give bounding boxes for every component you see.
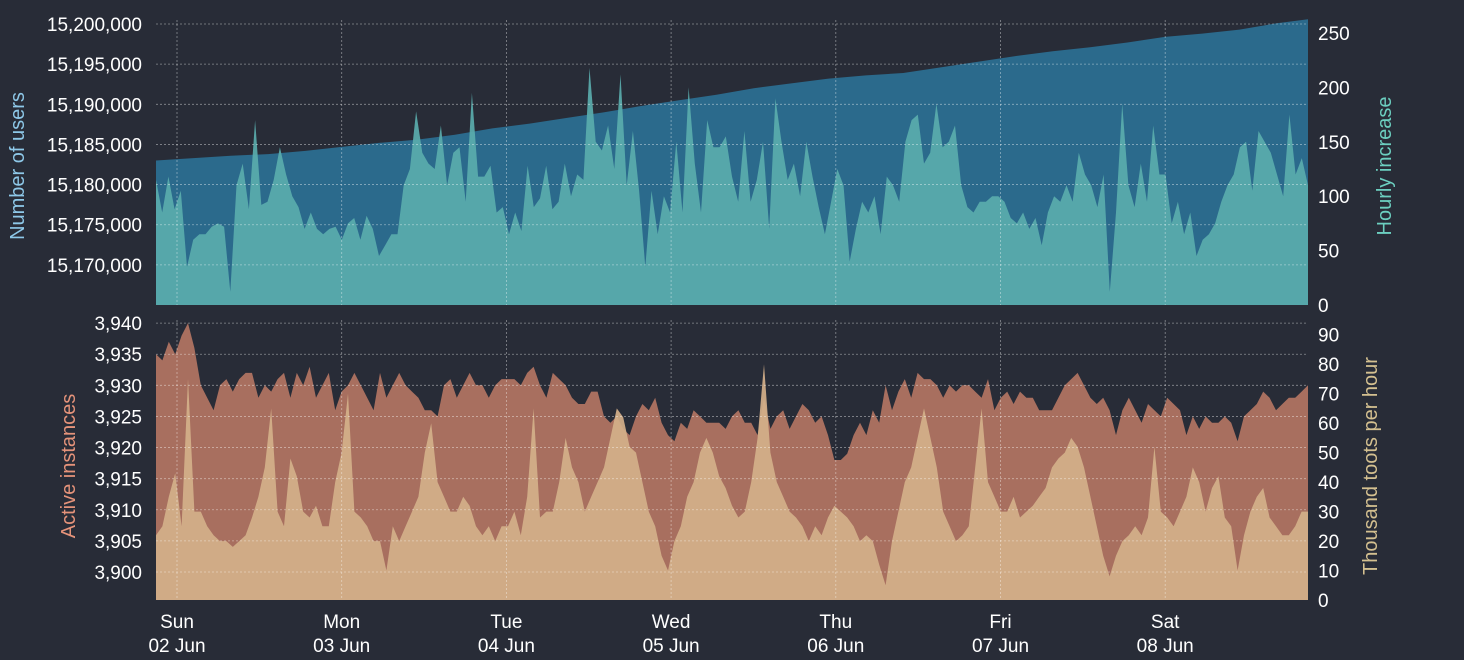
axis-tick-label: 50	[1318, 444, 1339, 465]
instances-panel: 3,900 3,905 3,910 3,915 3,920 3,925 3,930 3,935…	[58, 314, 1382, 612]
x-tick-day: Sat	[1151, 612, 1180, 633]
axis-tick-label: 3,920	[94, 439, 142, 460]
hourly-increase-axis-label: Hourly increase	[1374, 97, 1396, 236]
axis-tick-label: 250	[1318, 24, 1350, 45]
hourly-increase-area	[156, 67, 1308, 306]
axis-tick-label: 15,175,000	[47, 216, 142, 237]
users-axis-ticks: 15,170,000 15,175,000 15,180,000 15,185,000…	[47, 15, 142, 277]
axis-tick-label: 150	[1318, 133, 1350, 154]
toots-axis-label: Thousand toots per hour	[1360, 357, 1382, 575]
axis-tick-label: 70	[1318, 385, 1339, 406]
axis-tick-label: 3,905	[94, 532, 142, 553]
axis-tick-label: 100	[1318, 187, 1350, 208]
axis-tick-label: 80	[1318, 355, 1339, 376]
instances-axis-ticks: 3,900 3,905 3,910 3,915 3,920 3,925 3,930 3,935…	[94, 314, 142, 584]
x-tick-date: 04 Jun	[478, 636, 535, 657]
toots-axis-ticks: 0 10 20 30 40 50 60 70 80 90	[1318, 326, 1339, 612]
x-tick-day: Fri	[989, 612, 1011, 633]
axis-tick-label: 3,910	[94, 501, 142, 522]
x-tick-date: 05 Jun	[643, 636, 700, 657]
axis-tick-label: 15,195,000	[47, 55, 142, 76]
axis-tick-label: 15,190,000	[47, 95, 142, 116]
axis-tick-label: 15,200,000	[47, 15, 142, 36]
axis-tick-label: 3,925	[94, 407, 142, 428]
axis-tick-label: 90	[1318, 326, 1339, 347]
users-axis-label: Number of users	[7, 92, 29, 240]
x-tick-date: 06 Jun	[807, 636, 864, 657]
axis-tick-label: 3,900	[94, 563, 142, 584]
axis-tick-label: 0	[1318, 296, 1329, 317]
users-panel-grid	[156, 20, 1308, 305]
hourly-increase-axis-ticks: 0 50 100 150 200 250	[1318, 24, 1350, 317]
axis-tick-label: 20	[1318, 532, 1339, 553]
axis-tick-label: 3,915	[94, 470, 142, 491]
x-tick-day: Tue	[490, 612, 522, 633]
axis-tick-label: 40	[1318, 473, 1339, 494]
instances-axis-label: Active instances	[58, 394, 80, 539]
axis-tick-label: 3,940	[94, 314, 142, 335]
axis-tick-label: 60	[1318, 414, 1339, 435]
toots-per-hour-area	[156, 364, 1308, 600]
axis-tick-label: 15,185,000	[47, 135, 142, 156]
x-tick-day: Wed	[652, 612, 691, 633]
axis-tick-label: 200	[1318, 78, 1350, 99]
x-axis-ticks: Sun 02 Jun Mon 03 Jun Tue 04 Jun Wed 05 Jun Thu 0…	[148, 612, 1193, 657]
x-tick-date: 03 Jun	[313, 636, 370, 657]
x-tick-day: Sun	[160, 612, 194, 633]
axis-tick-label: 15,170,000	[47, 256, 142, 277]
axis-tick-label: 50	[1318, 242, 1339, 263]
axis-tick-label: 3,930	[94, 376, 142, 397]
axis-tick-label: 10	[1318, 562, 1339, 583]
axis-tick-label: 15,180,000	[47, 176, 142, 197]
axis-tick-label: 3,935	[94, 345, 142, 366]
x-tick-date: 08 Jun	[1137, 636, 1194, 657]
axis-tick-label: 0	[1318, 591, 1329, 612]
x-tick-date: 07 Jun	[972, 636, 1029, 657]
users-panel: 15,170,000 15,175,000 15,180,000 15,185,000…	[7, 15, 1396, 317]
x-tick-date: 02 Jun	[148, 636, 205, 657]
x-tick-day: Thu	[819, 612, 852, 633]
instances-panel-grid	[156, 320, 1308, 600]
axis-tick-label: 30	[1318, 503, 1339, 524]
x-tick-day: Mon	[323, 612, 360, 633]
